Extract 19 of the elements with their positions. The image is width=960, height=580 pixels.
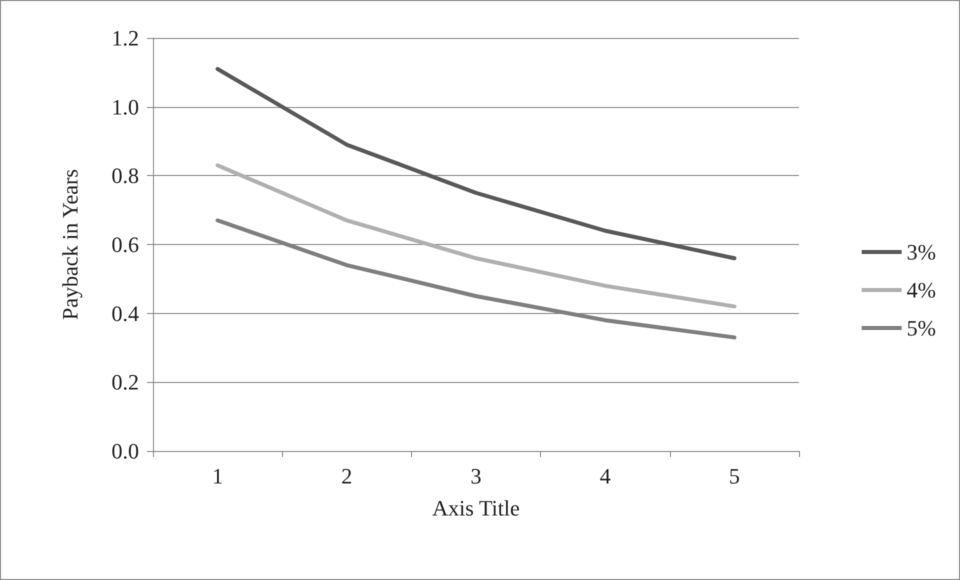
- y-tick-label: 0.8: [112, 163, 139, 188]
- x-tick-label: 4: [600, 464, 611, 488]
- x-tick-label: 1: [212, 464, 224, 488]
- x-axis-title: Axis Title: [432, 496, 520, 520]
- x-tick-label: 2: [341, 464, 352, 488]
- legend-label: 3%: [906, 240, 936, 264]
- y-tick-label: 1.2: [112, 26, 139, 50]
- x-tick-label: 5: [728, 464, 740, 488]
- y-tick-label: 0.0: [112, 438, 139, 464]
- y-tick-label: 0.6: [112, 232, 139, 257]
- y-tick-label: 0.2: [112, 370, 139, 395]
- y-tick-label: 1.0: [112, 94, 139, 120]
- line-series: [216, 163, 736, 308]
- line-series: [216, 66, 736, 260]
- legend-label: 4%: [906, 278, 936, 302]
- legend-label: 5%: [906, 316, 936, 340]
- x-tick-label: 3: [470, 464, 482, 488]
- y-tick-label: 0.4: [112, 300, 139, 326]
- y-axis-title: Payback in Years: [58, 169, 82, 320]
